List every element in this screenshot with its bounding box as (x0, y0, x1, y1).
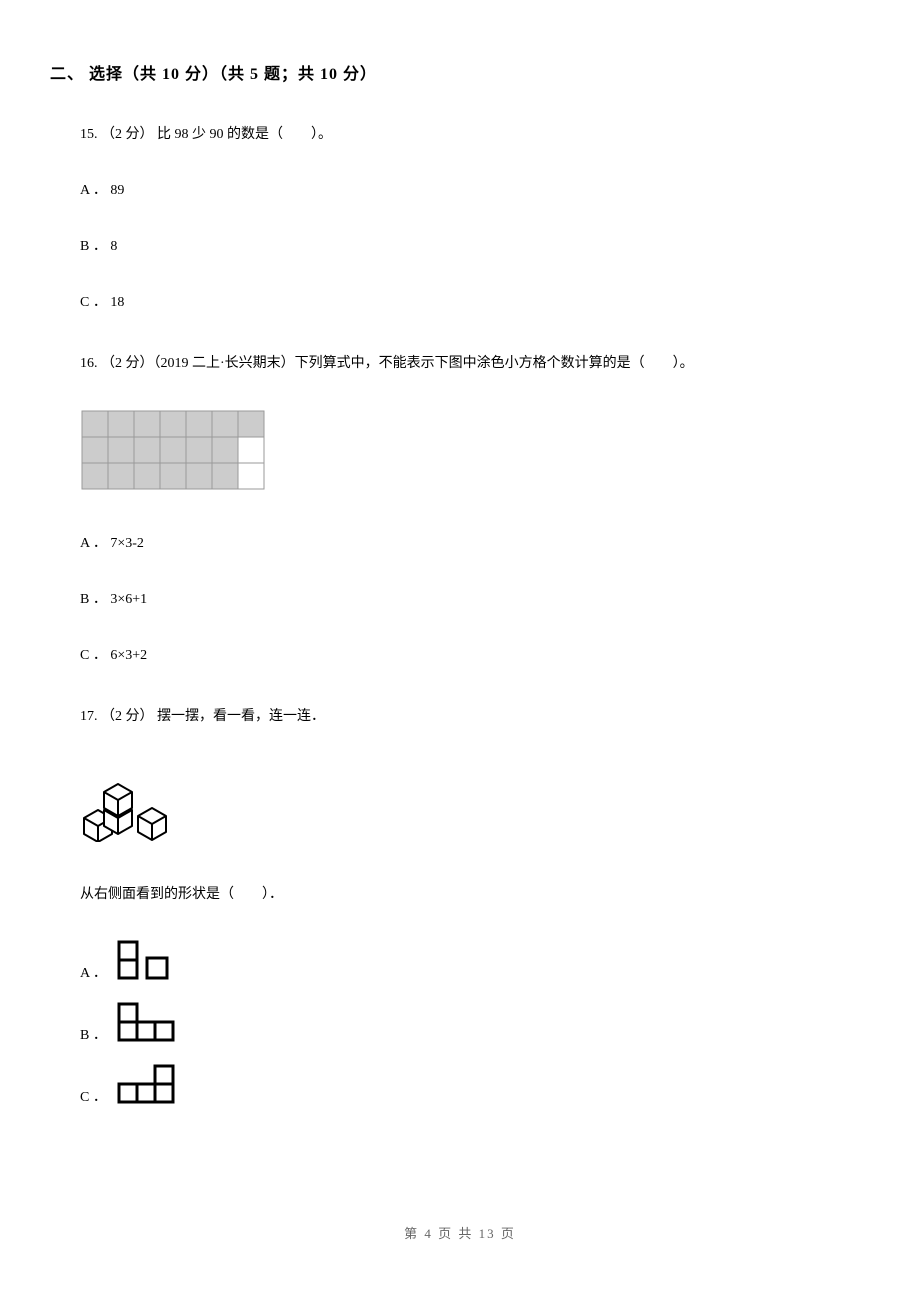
q17-option-b-figure (117, 1002, 199, 1046)
q17-option-c-figure (117, 1064, 199, 1108)
question-16-text: 16. （2 分）（2019 二上·长兴期末）下列算式中，不能表示下图中涂色小方… (80, 353, 870, 374)
q17-option-c-label: C ． (80, 1087, 107, 1108)
q15-option-b: B ． 8 (80, 236, 870, 257)
section-title: 二、 选择（共 10 分）（共 5 题；共 10 分） (50, 60, 870, 84)
question-17: 17. （2 分） 摆一摆，看一看，连一连． (80, 706, 870, 1108)
q15-option-c: C ． 18 (80, 292, 870, 313)
q17-option-a: A ． (80, 940, 870, 984)
question-16: 16. （2 分）（2019 二上·长兴期末）下列算式中，不能表示下图中涂色小方… (80, 353, 870, 666)
q16-grid-figure (80, 409, 870, 498)
question-17-text: 17. （2 分） 摆一摆，看一看，连一连． (80, 706, 870, 727)
question-17-subtext: 从右侧面看到的形状是（ ）． (80, 884, 870, 905)
q16-option-c: C ． 6×3+2 (80, 645, 870, 666)
q16-option-a: A ． 7×3-2 (80, 533, 870, 554)
q17-cubes-figure (80, 762, 870, 849)
page-footer: 第 4 页 共 13 页 (0, 1223, 920, 1242)
q17-option-b: B ． (80, 1002, 870, 1046)
q17-option-a-label: A ． (80, 963, 107, 984)
q16-option-b: B ． 3×6+1 (80, 589, 870, 610)
q17-option-c: C ． (80, 1064, 870, 1108)
question-15: 15. （2 分） 比 98 少 90 的数是（ ）。 A ． 89 B ． 8… (80, 124, 870, 313)
question-15-text: 15. （2 分） 比 98 少 90 的数是（ ）。 (80, 124, 870, 145)
q15-option-a: A ． 89 (80, 180, 870, 201)
q17-option-a-figure (117, 940, 179, 984)
q17-option-b-label: B ． (80, 1025, 107, 1046)
